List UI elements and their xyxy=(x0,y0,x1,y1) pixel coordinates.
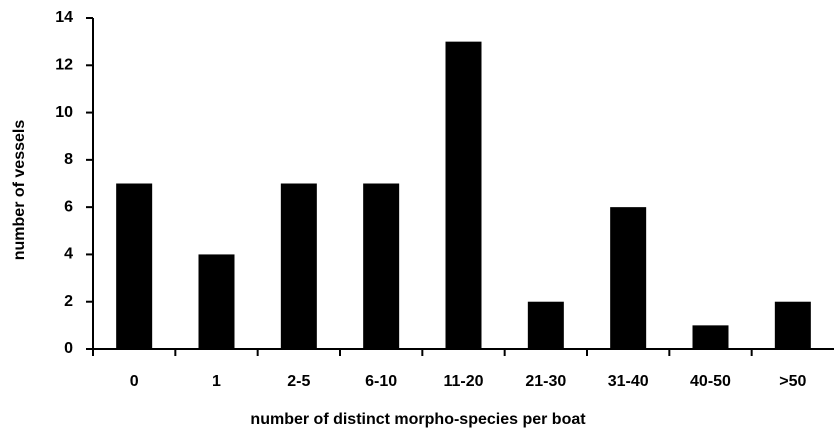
y-tick-label: 8 xyxy=(64,151,73,168)
x-tick-label: 21-30 xyxy=(525,373,566,390)
bar xyxy=(116,183,153,349)
bar xyxy=(610,207,647,349)
y-tick-label: 14 xyxy=(55,9,73,26)
y-tick-label: 4 xyxy=(64,246,73,263)
y-tick-label: 2 xyxy=(64,293,73,310)
x-tick-label: >50 xyxy=(779,373,806,390)
x-tick-label: 2-5 xyxy=(287,373,310,390)
x-tick-label: 0 xyxy=(130,373,139,390)
y-tick-label: 10 xyxy=(55,104,73,121)
y-tick-label: 0 xyxy=(64,340,73,357)
y-axis-title: number of vessels xyxy=(11,120,28,261)
bar xyxy=(445,41,482,350)
bar xyxy=(198,254,235,349)
x-tick-label: 11-20 xyxy=(443,373,483,390)
bar xyxy=(527,301,564,349)
x-tick-label: 6-10 xyxy=(365,373,397,390)
x-tick-label: 40-50 xyxy=(690,373,731,390)
x-axis-title: number of distinct morpho-species per bo… xyxy=(250,411,586,428)
bar xyxy=(280,183,317,349)
bar xyxy=(774,301,811,349)
bar xyxy=(692,325,729,349)
y-tick-label: 12 xyxy=(55,57,73,74)
x-tick-label: 1 xyxy=(212,373,221,390)
y-tick-label: 6 xyxy=(64,198,73,215)
x-tick-label: 31-40 xyxy=(608,373,649,390)
bar xyxy=(363,183,400,349)
